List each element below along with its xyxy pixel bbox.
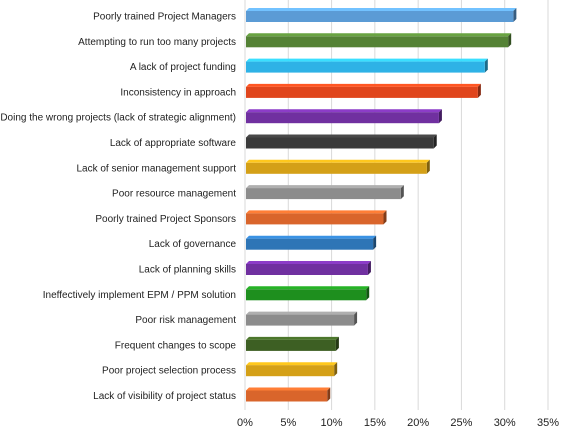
x-tick-label: 35% — [537, 417, 559, 429]
bar-top-face — [246, 261, 371, 264]
bar-front-face — [246, 365, 335, 377]
category-label: Attempting to run too many projects — [78, 37, 236, 48]
category-label: A lack of project funding — [130, 62, 236, 73]
bar-front-face — [246, 61, 485, 73]
bar-front-face — [246, 36, 509, 48]
bar — [246, 336, 339, 351]
bar-top-face — [246, 159, 430, 163]
bar-side-face — [438, 109, 442, 124]
bar-side-face — [513, 8, 517, 22]
bar-side-face — [400, 185, 404, 200]
bar-side-face — [477, 83, 481, 98]
bar-top-face — [246, 362, 338, 366]
category-label: Poor risk management — [135, 315, 236, 326]
bar — [246, 8, 517, 22]
bar-top-face — [246, 109, 442, 113]
category-label: Lack of appropriate software — [110, 138, 237, 149]
bar-top-face — [246, 286, 370, 290]
bar-front-face — [246, 238, 374, 250]
bar-side-face — [334, 362, 338, 377]
bar — [246, 33, 512, 48]
category-labels: Poorly trained Project Managers Attemptin… — [0, 12, 236, 403]
bar-front-face — [246, 289, 367, 301]
bars — [246, 8, 517, 402]
bar — [246, 159, 430, 174]
bar — [246, 261, 371, 275]
bar-top-face — [246, 33, 512, 37]
x-tick-label: 30% — [494, 417, 516, 429]
bar-front-face — [246, 188, 401, 200]
x-tick-label: 20% — [407, 417, 429, 429]
bar — [246, 311, 358, 326]
category-label: Lack of senior management support — [76, 163, 236, 174]
bar — [246, 235, 377, 250]
category-label: Poorly trained Project Managers — [93, 12, 236, 23]
bar-side-face — [433, 134, 437, 149]
bar — [246, 387, 331, 402]
bar — [246, 185, 404, 200]
bar-front-face — [246, 213, 384, 225]
bar-top-face — [246, 311, 358, 315]
bar-front-face — [246, 162, 427, 174]
x-tick-label: 5% — [280, 417, 296, 429]
category-label: Doing the wrong projects (lack of strate… — [0, 113, 236, 124]
bar-side-face — [335, 336, 339, 351]
bar-side-face — [354, 311, 358, 326]
bar-front-face — [246, 314, 355, 326]
bar-top-face — [246, 336, 339, 340]
bar-top-face — [246, 185, 404, 189]
x-axis-tick-labels: 0% 5% 10% 15% 20% 25% 30% 35% — [237, 417, 559, 429]
x-tick-label: 15% — [364, 417, 386, 429]
category-label: Lack of visibility of project status — [93, 391, 236, 402]
category-label: Inconsistency in approach — [120, 87, 236, 98]
bar-top-face — [246, 83, 481, 87]
x-tick-label: 25% — [450, 417, 472, 429]
bar-front-face — [246, 390, 328, 402]
category-label: Poor resource management — [112, 189, 236, 200]
bar-side-face — [366, 286, 370, 301]
category-label: Poor project selection process — [102, 366, 236, 377]
bar-side-face — [383, 210, 387, 225]
bar — [246, 286, 370, 301]
bar-side-face — [367, 261, 371, 275]
category-label: Lack of planning skills — [139, 265, 236, 276]
bar-top-face — [246, 8, 517, 11]
bar-top-face — [246, 58, 488, 62]
category-label: Lack of governance — [149, 239, 237, 250]
bar-top-face — [246, 210, 387, 214]
bar — [246, 210, 387, 225]
bar-top-face — [246, 235, 377, 239]
bar-side-face — [426, 159, 430, 174]
bar-top-face — [246, 387, 331, 391]
bar-top-face — [246, 134, 437, 138]
bar-side-face — [484, 58, 488, 73]
x-tick-label: 0% — [237, 417, 253, 429]
bar — [246, 83, 481, 98]
bar — [246, 362, 338, 377]
bar — [246, 134, 437, 149]
bar-front-face — [246, 112, 439, 124]
bar — [246, 109, 442, 124]
category-label: Poorly trained Project Sponsors — [95, 214, 236, 225]
x-tick-label: 10% — [321, 417, 343, 429]
bar-front-face — [246, 11, 514, 22]
bar-side-face — [327, 387, 331, 402]
bar-side-face — [508, 33, 512, 48]
bar-front-face — [246, 339, 336, 351]
bar-front-face — [246, 86, 478, 98]
category-label: Ineffectively implement EPM / PPM soluti… — [43, 290, 236, 301]
bar-front-face — [246, 137, 434, 149]
category-label: Frequent changes to scope — [115, 340, 237, 351]
bar — [246, 58, 488, 73]
bar-front-face — [246, 264, 368, 275]
bar-side-face — [373, 235, 377, 250]
